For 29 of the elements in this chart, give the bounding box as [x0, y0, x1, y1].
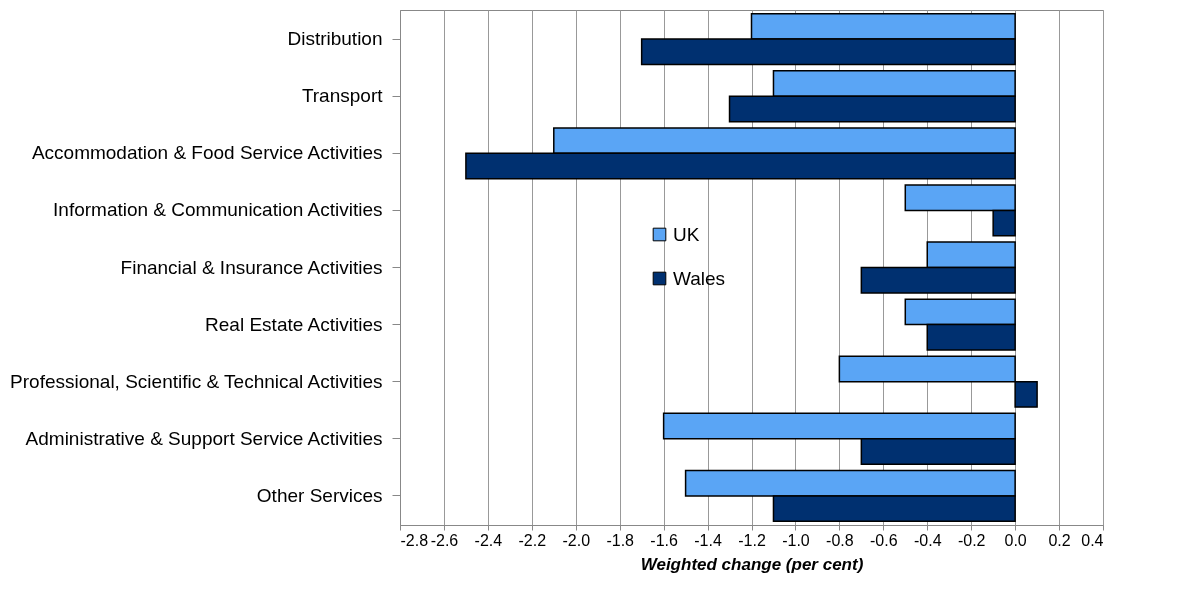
y-tick-label: Professional, Scientific & Technical Activities — [10, 370, 383, 392]
x-tick-label: -0.4 — [913, 531, 942, 549]
x-tick-label: -1.6 — [650, 531, 679, 549]
x-tick-label: -2.8 — [400, 531, 429, 549]
y-tick-label: Administrative & Support Service Activities — [25, 427, 383, 449]
x-tick-label: -0.6 — [870, 531, 898, 549]
x-tick-label: 0.2 — [1048, 531, 1071, 549]
y-tick-label: Distribution — [287, 28, 383, 50]
x-tick-label: -1.8 — [606, 531, 635, 549]
x-tick-label: -2.2 — [518, 531, 547, 549]
y-tick-label: Accommodation & Food Service Activities — [31, 142, 383, 164]
x-tick-label: -0.2 — [957, 531, 986, 549]
legend-label: Wales — [673, 267, 726, 289]
x-tick-label: 0.4 — [1081, 531, 1104, 549]
x-tick-label: -1.2 — [738, 531, 766, 549]
x-tick-label: -1.4 — [694, 531, 722, 549]
x-tick-label: -2.6 — [430, 531, 459, 549]
legend-label: UK — [673, 223, 700, 245]
y-tick-label: Information & Communication Activities — [53, 199, 383, 221]
y-tick-label: Financial & Insurance Activities — [120, 256, 383, 278]
x-tick-label: -0.8 — [826, 531, 854, 549]
x-tick-label: -1.0 — [782, 531, 810, 549]
x-tick-label: -2.4 — [474, 531, 503, 549]
y-tick-label: Real Estate Activities — [205, 313, 383, 335]
x-tick-label: 0.0 — [1004, 531, 1027, 549]
x-tick-label: -2.0 — [562, 531, 591, 549]
x-axis-title: Weighted change (per cent) — [640, 554, 864, 574]
y-tick-label: Other Services — [256, 484, 383, 506]
y-tick-label: Transport — [301, 85, 384, 107]
